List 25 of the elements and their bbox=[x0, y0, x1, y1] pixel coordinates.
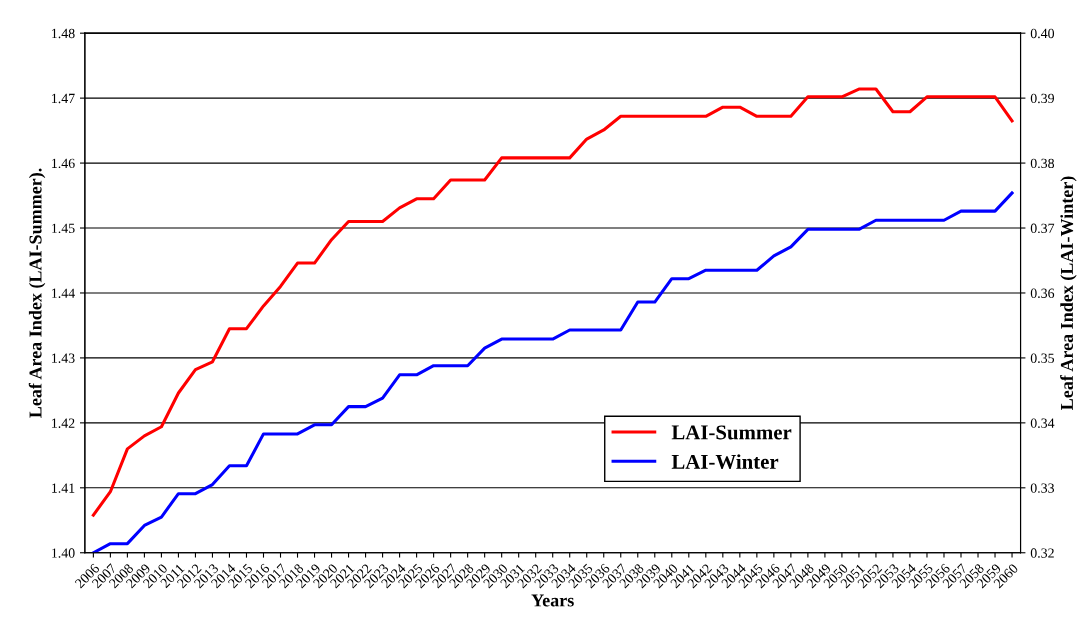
y2-tick-label: 0.35 bbox=[1030, 353, 1055, 363]
y-tick-label: 1.44 bbox=[52, 288, 75, 298]
y2-tick-label: 0.32 bbox=[1030, 548, 1054, 558]
y-tick-label: 1.42 bbox=[52, 418, 75, 428]
y-axis-title: Leaf Area Index (LAI-Summer). bbox=[28, 168, 46, 418]
y2-tick-label: 0.37 bbox=[1030, 223, 1055, 234]
legend-label: LAI-Winter bbox=[671, 454, 779, 469]
line-series bbox=[91, 87, 1014, 517]
y-tick-label: 1.41 bbox=[52, 483, 75, 493]
y-tick-label: 1.40 bbox=[52, 548, 75, 558]
y2-tick-label: 0.40 bbox=[1030, 28, 1055, 39]
y-tick-label: 1.43 bbox=[52, 353, 75, 363]
legend-label: LAI-Summer bbox=[671, 425, 792, 440]
y2-tick-label: 0.33 bbox=[1030, 483, 1055, 493]
line-series bbox=[91, 191, 1014, 553]
y2-tick-label: 0.34 bbox=[1030, 418, 1055, 428]
y2-axis-title: Leaf Area Index (LAI-Winter) bbox=[1060, 176, 1077, 410]
x-axis-title: Years bbox=[531, 594, 574, 607]
y-tick-label: 1.46 bbox=[52, 158, 75, 169]
y2-tick-label: 0.36 bbox=[1030, 288, 1055, 298]
y2-tick-label: 0.39 bbox=[1030, 93, 1054, 104]
y-tick-label: 1.48 bbox=[52, 28, 75, 39]
y2-tick-label: 0.38 bbox=[1030, 158, 1055, 169]
y-tick-label: 1.45 bbox=[52, 223, 75, 234]
y-tick-label: 1.47 bbox=[52, 93, 75, 104]
